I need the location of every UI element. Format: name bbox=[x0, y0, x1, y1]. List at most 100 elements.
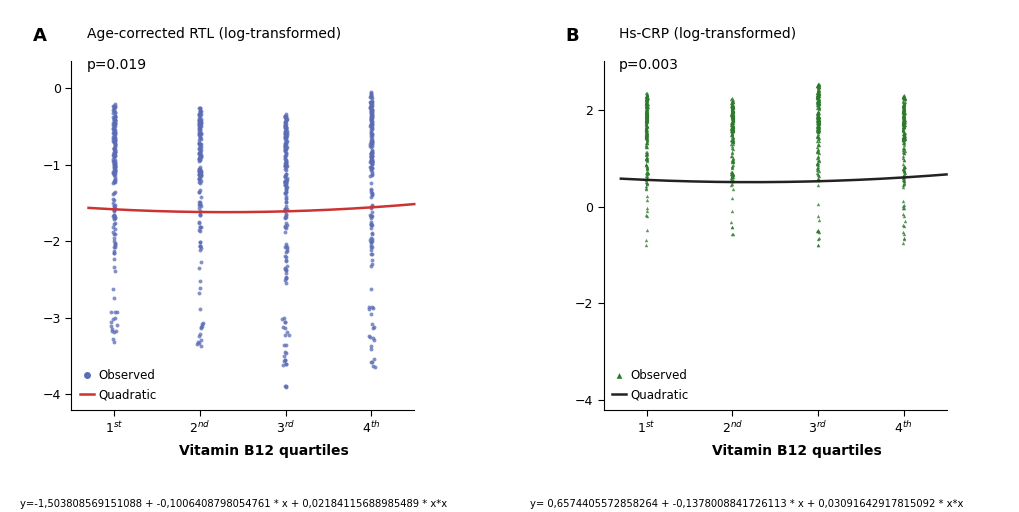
Point bbox=[107, 109, 123, 117]
Point bbox=[808, 164, 824, 173]
Point bbox=[722, 99, 739, 107]
Point bbox=[896, 106, 912, 115]
Point bbox=[809, 99, 825, 108]
Point bbox=[895, 122, 911, 131]
Point bbox=[362, 104, 378, 112]
Point bbox=[895, 133, 911, 141]
Point bbox=[277, 145, 293, 154]
Point bbox=[106, 205, 122, 213]
Text: p=0.019: p=0.019 bbox=[87, 58, 147, 72]
Point bbox=[637, 117, 653, 125]
Point bbox=[722, 104, 739, 113]
Point bbox=[639, 162, 655, 170]
Point bbox=[192, 136, 208, 144]
Point bbox=[363, 179, 379, 187]
Point bbox=[895, 113, 911, 121]
Point bbox=[193, 223, 209, 231]
Point bbox=[896, 134, 912, 142]
Point bbox=[809, 88, 825, 96]
Point bbox=[723, 112, 740, 120]
Point bbox=[895, 118, 911, 126]
Point bbox=[277, 159, 293, 167]
Point bbox=[192, 121, 208, 129]
Point bbox=[276, 121, 292, 130]
Point bbox=[363, 158, 379, 166]
Point bbox=[638, 164, 654, 173]
Point bbox=[810, 80, 826, 88]
Point bbox=[637, 143, 653, 152]
Point bbox=[277, 265, 293, 273]
Point bbox=[638, 167, 654, 175]
Point bbox=[723, 117, 740, 125]
Point bbox=[277, 223, 293, 231]
Point bbox=[363, 128, 379, 136]
Point bbox=[364, 230, 380, 239]
Point bbox=[809, 86, 825, 94]
Point bbox=[106, 163, 122, 172]
Point bbox=[363, 102, 379, 111]
Point bbox=[107, 156, 123, 164]
Point bbox=[896, 134, 912, 142]
Point bbox=[277, 127, 293, 135]
Point bbox=[895, 93, 911, 101]
Point bbox=[277, 219, 293, 227]
Point bbox=[105, 196, 121, 204]
Point bbox=[638, 137, 654, 145]
Point bbox=[192, 127, 208, 135]
Point bbox=[722, 167, 739, 176]
Point bbox=[809, 127, 825, 135]
Point bbox=[193, 119, 209, 127]
Point bbox=[639, 169, 655, 178]
Point bbox=[277, 178, 293, 186]
Point bbox=[808, 81, 824, 90]
Point bbox=[638, 93, 654, 101]
Point bbox=[278, 112, 294, 120]
Point bbox=[723, 104, 740, 113]
Point bbox=[894, 147, 910, 156]
Point bbox=[723, 168, 740, 176]
Point bbox=[277, 124, 293, 133]
Point bbox=[276, 179, 292, 187]
Point bbox=[639, 139, 655, 147]
Point bbox=[278, 179, 294, 187]
Point bbox=[809, 120, 825, 129]
Point bbox=[722, 121, 739, 130]
Point bbox=[639, 207, 655, 215]
Point bbox=[278, 274, 294, 282]
Point bbox=[192, 169, 208, 177]
Point bbox=[106, 212, 122, 221]
Point bbox=[191, 139, 207, 147]
Point bbox=[723, 114, 740, 122]
Point bbox=[895, 104, 911, 113]
Point bbox=[278, 139, 294, 147]
Point bbox=[810, 103, 826, 112]
Point bbox=[722, 101, 739, 110]
Point bbox=[637, 99, 653, 108]
Point bbox=[896, 164, 912, 173]
Point bbox=[364, 170, 380, 178]
Point bbox=[106, 214, 122, 222]
Point bbox=[193, 117, 209, 125]
Point bbox=[106, 234, 122, 242]
Point bbox=[363, 212, 379, 220]
Point bbox=[364, 155, 380, 163]
Point bbox=[276, 129, 292, 137]
Point bbox=[725, 170, 741, 178]
Point bbox=[723, 108, 740, 116]
Point bbox=[278, 143, 294, 152]
Point bbox=[363, 129, 379, 137]
Point bbox=[810, 228, 826, 236]
Point bbox=[192, 125, 208, 134]
Point bbox=[191, 144, 207, 152]
Point bbox=[638, 92, 654, 100]
Point bbox=[107, 119, 123, 127]
Point bbox=[105, 102, 121, 110]
Point bbox=[894, 120, 910, 128]
Point bbox=[191, 150, 207, 158]
Point bbox=[362, 116, 378, 124]
Point bbox=[808, 159, 824, 167]
Point bbox=[106, 206, 122, 215]
Point bbox=[809, 140, 825, 148]
Point bbox=[364, 361, 380, 370]
Point bbox=[722, 180, 739, 188]
